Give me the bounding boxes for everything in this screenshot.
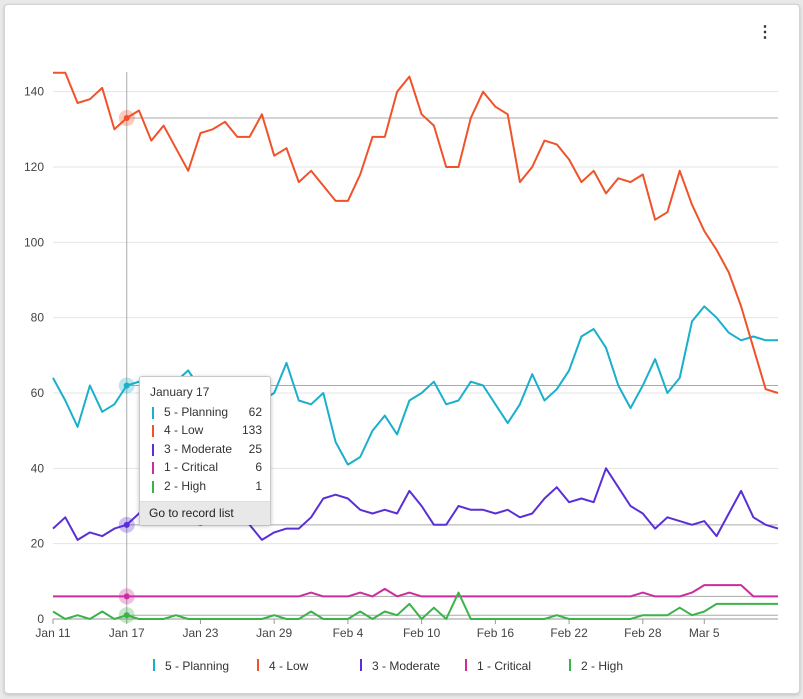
highlight-point	[123, 593, 130, 600]
tooltip-row-label: 3 - Moderate	[164, 442, 233, 456]
legend-swatch	[569, 659, 571, 671]
tooltip-row-moderate: 3 - Moderate 25	[152, 442, 262, 460]
y-tick-label: 40	[31, 461, 45, 475]
legend-label: 2 - High	[581, 659, 624, 673]
chart-card	[4, 4, 800, 694]
tooltip-row-low: 4 - Low 133	[152, 423, 262, 441]
tooltip-swatch	[152, 481, 154, 493]
tooltip-row-critical: 1 - Critical 6	[152, 460, 262, 478]
tooltip-date: January 17	[150, 385, 210, 399]
x-tick-label: Feb 16	[477, 626, 515, 640]
tooltip-row-value: 62	[248, 405, 262, 419]
x-tick-label: Feb 4	[333, 626, 364, 640]
x-tick-label: Jan 11	[35, 626, 70, 640]
legend-label: 4 - Low	[269, 659, 309, 673]
kebab-menu-icon[interactable]: ⋮	[757, 24, 773, 41]
y-tick-label: 80	[31, 311, 45, 325]
x-tick-label: Mar 5	[689, 626, 720, 640]
legend-label: 5 - Planning	[165, 659, 230, 673]
highlight-point	[123, 382, 130, 389]
y-tick-label: 140	[24, 85, 44, 99]
x-tick-label: Feb 10	[403, 626, 441, 640]
x-tick-label: Feb 22	[550, 626, 588, 640]
legend-label: 1 - Critical	[477, 659, 532, 673]
tooltip-row-label: 5 - Planning	[164, 405, 229, 419]
legend-label: 3 - Moderate	[372, 659, 441, 673]
tooltip-row-value: 25	[248, 442, 262, 456]
highlight-point	[123, 115, 130, 122]
y-tick-label: 120	[24, 160, 44, 174]
x-tick-label: Feb 28	[624, 626, 662, 640]
tooltip-swatch	[152, 444, 154, 456]
x-tick-label: Jan 29	[256, 626, 292, 640]
chart-tooltip: January 17 5 - Planning 62 4 - Low 133 3…	[139, 376, 271, 525]
tooltip-row-label: 2 - High	[164, 479, 207, 493]
go-to-record-list-link[interactable]: Go to record list	[140, 501, 270, 525]
y-tick-label: 60	[31, 386, 45, 400]
series-line	[53, 584, 778, 598]
legend-swatch	[153, 659, 155, 671]
tooltip-row-value: 6	[255, 460, 262, 474]
legend-swatch	[465, 659, 467, 671]
go-to-record-list-label: Go to record list	[149, 506, 234, 520]
tooltip-row-label: 1 - Critical	[164, 460, 219, 474]
legend-swatch	[360, 659, 362, 671]
y-tick-label: 20	[31, 537, 45, 551]
x-tick-label: Jan 17	[109, 626, 145, 640]
tooltip-row-planning: 5 - Planning 62	[152, 405, 262, 423]
tooltip-row-value: 133	[241, 423, 262, 437]
y-tick-label: 100	[24, 235, 44, 249]
y-tick-label: 0	[37, 612, 44, 626]
tooltip-swatch	[152, 407, 154, 419]
highlight-point	[123, 521, 130, 528]
highlight-point	[123, 612, 130, 619]
tooltip-swatch	[152, 462, 154, 474]
series-line	[52, 591, 778, 620]
legend-swatch	[257, 659, 259, 671]
tooltip-row-high: 2 - High 1	[152, 479, 262, 497]
tooltip-swatch	[152, 425, 154, 437]
tooltip-row-label: 4 - Low	[164, 423, 204, 437]
series-line	[53, 71, 779, 394]
tooltip-row-value: 1	[255, 479, 262, 493]
x-tick-label: Jan 23	[182, 626, 218, 640]
